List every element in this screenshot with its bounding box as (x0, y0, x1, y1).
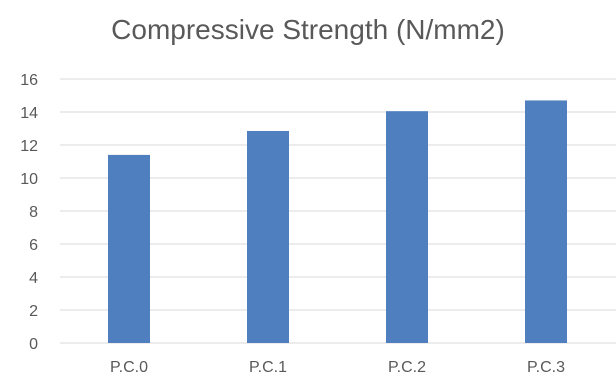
chart-title: Compressive Strength (N/mm2) (111, 14, 505, 45)
bar-P.C.3 (525, 100, 567, 343)
x-tick-label: P.C.2 (388, 359, 426, 376)
bar-P.C.0 (108, 154, 150, 343)
x-tick-label: P.C.0 (110, 359, 148, 376)
y-tick-label: 16 (20, 72, 38, 89)
x-tick-label: P.C.3 (527, 359, 565, 376)
y-tick-label: 12 (20, 138, 38, 155)
x-tick-label: P.C.1 (249, 359, 287, 376)
y-tick-label: 0 (29, 336, 38, 353)
y-tick-label: 2 (29, 303, 38, 320)
bar-P.C.1 (247, 130, 289, 343)
y-tick-label: 4 (29, 270, 38, 287)
y-tick-label: 14 (20, 105, 38, 122)
y-tick-label: 10 (20, 171, 38, 188)
y-tick-label: 8 (29, 204, 38, 221)
bar-P.C.2 (386, 111, 428, 343)
y-tick-label: 6 (29, 237, 38, 254)
